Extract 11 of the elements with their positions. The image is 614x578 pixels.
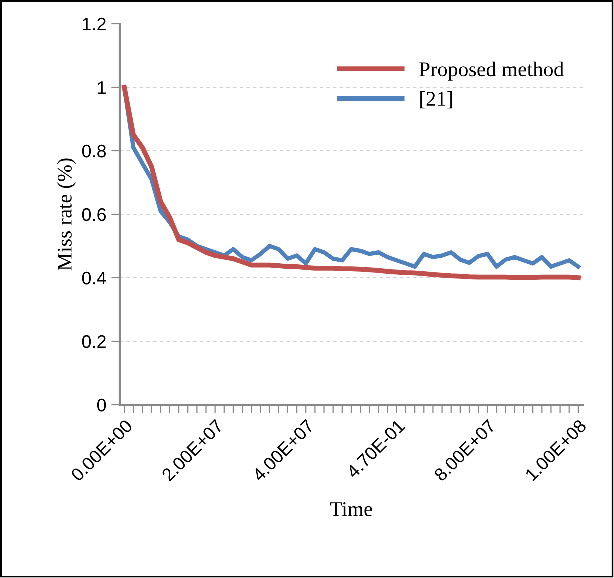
legend-label: [21] bbox=[420, 91, 452, 109]
y-tick-label: 0.4 bbox=[82, 272, 106, 285]
legend-label: Proposed method bbox=[420, 62, 564, 81]
y-tick-label: 0 bbox=[97, 398, 106, 412]
y-tick-label: 0.8 bbox=[82, 144, 106, 158]
y-axis-title: Miss rate (%) bbox=[57, 158, 76, 271]
y-tick-label: 1.2 bbox=[83, 18, 106, 31]
x-axis-title: Time bbox=[330, 502, 372, 516]
y-tick-label: 1 bbox=[98, 82, 106, 94]
y-tick-label: 0.6 bbox=[82, 208, 106, 222]
y-tick-label: 0.2 bbox=[82, 335, 106, 348]
